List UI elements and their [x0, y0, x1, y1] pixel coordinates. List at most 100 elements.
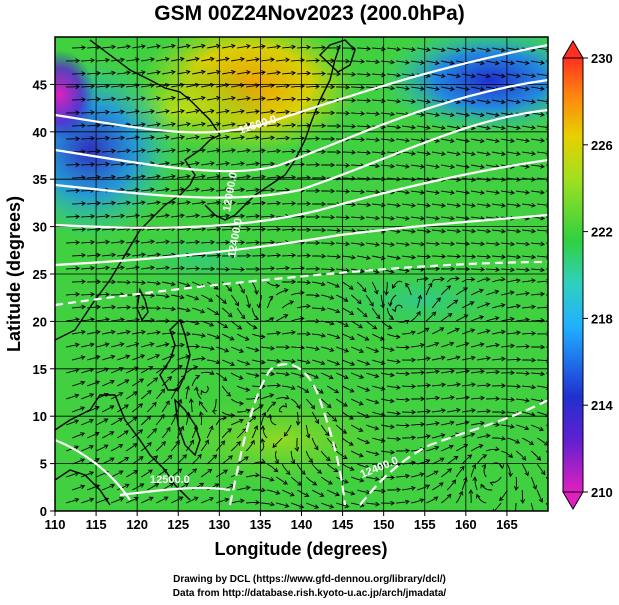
- streamline-segment: [456, 86, 469, 91]
- streamline-segment: [236, 385, 250, 391]
- streamline-segment: [456, 112, 469, 116]
- streamline-arrowhead: [516, 384, 521, 389]
- streamline-segment: [441, 138, 454, 142]
- streamline-segment: [66, 164, 80, 166]
- streamline-arrowhead: [105, 317, 110, 323]
- streamline-segment: [492, 278, 505, 283]
- streamline-segment: [447, 151, 460, 155]
- streamline-segment: [426, 370, 440, 374]
- streamline-arrowhead: [405, 499, 410, 505]
- streamline-arrowhead: [227, 428, 233, 433]
- streamline-arrowhead: [366, 202, 372, 208]
- streamline-arrowhead: [375, 314, 381, 320]
- y-tick-label: 10: [33, 409, 47, 424]
- streamline-segment: [490, 476, 502, 484]
- streamline-arrowhead: [525, 267, 531, 273]
- streamline-segment: [116, 457, 129, 465]
- streamline-segment: [72, 176, 86, 179]
- streamline-arrowhead: [223, 323, 229, 329]
- streamline-segment: [531, 60, 545, 64]
- streamline-arrowhead: [188, 398, 194, 403]
- streamline-arrowhead: [230, 43, 236, 49]
- streamline-arrowhead: [350, 490, 356, 496]
- streamline-segment: [381, 164, 395, 167]
- streamline-segment: [297, 359, 310, 364]
- streamline-segment: [447, 229, 461, 232]
- streamline-arrowhead: [465, 190, 470, 195]
- streamline-arrowhead: [345, 58, 351, 64]
- streamline-segment: [281, 463, 291, 475]
- streamline-arrowhead: [314, 346, 320, 351]
- streamline-segment: [267, 228, 281, 231]
- streamline-segment: [237, 175, 251, 179]
- streamline-segment: [306, 112, 320, 114]
- streamline-segment: [441, 164, 455, 168]
- streamline-segment: [446, 479, 456, 491]
- streamline-segment: [417, 459, 430, 465]
- streamline-arrowhead: [411, 99, 416, 104]
- streamline-segment: [492, 255, 506, 258]
- streamline-arrowhead: [335, 334, 341, 340]
- streamline-arrowhead: [540, 138, 545, 143]
- streamline-segment: [477, 278, 490, 283]
- streamline-segment: [102, 355, 115, 361]
- streamline-segment: [261, 476, 274, 482]
- streamline-segment: [507, 177, 521, 181]
- streamline-segment: [96, 343, 109, 348]
- streamline-segment: [417, 357, 431, 361]
- streamline-arrowhead: [289, 300, 295, 305]
- streamline-arrowhead: [478, 443, 484, 449]
- streamline-arrowhead: [509, 290, 515, 296]
- streamline-segment: [221, 428, 232, 439]
- streamline-arrowhead: [89, 497, 95, 503]
- streamline-arrowhead: [201, 226, 207, 232]
- streamline-arrowhead: [449, 86, 455, 92]
- streamline-arrowhead: [405, 85, 410, 91]
- streamline-arrowhead: [300, 135, 306, 141]
- streamline-arrowhead: [208, 297, 214, 302]
- streamline-arrowhead: [261, 253, 266, 259]
- streamline-arrowhead: [379, 336, 385, 341]
- streamline-segment: [402, 331, 416, 335]
- streamline-arrowhead: [210, 161, 215, 166]
- streamline-arrowhead: [124, 457, 130, 462]
- streamline-segment: [283, 424, 292, 437]
- streamline-segment: [381, 424, 395, 428]
- streamline-segment: [282, 176, 296, 179]
- streamline-arrowhead: [435, 369, 440, 375]
- streamline-arrowhead: [165, 109, 170, 114]
- streamline-segment: [222, 228, 236, 231]
- streamline-arrowhead: [118, 417, 124, 423]
- streamline-segment: [351, 502, 364, 507]
- streamline-arrowhead: [464, 420, 470, 426]
- streamline-segment: [402, 99, 416, 103]
- streamline-arrowhead: [434, 112, 440, 118]
- streamline-arrowhead: [276, 122, 282, 128]
- streamline-segment: [381, 60, 395, 63]
- streamline-segment: [387, 385, 401, 389]
- streamline-arrowhead: [238, 375, 244, 380]
- streamline-segment: [72, 306, 86, 309]
- streamline-segment: [147, 97, 161, 101]
- streamline-arrowhead: [75, 291, 80, 297]
- streamline-segment: [147, 123, 161, 127]
- streamline-segment: [252, 489, 266, 492]
- streamline-segment: [357, 99, 371, 102]
- streamline-segment: [447, 356, 460, 361]
- streamline-segment: [162, 123, 176, 127]
- streamline-segment: [185, 468, 197, 478]
- x-axis: 110 115 120 125 130 135 140 145 150 155 160 165: [45, 511, 518, 532]
- streamline-segment: [381, 476, 395, 478]
- streamline-arrowhead: [315, 58, 320, 63]
- streamline-arrowhead: [540, 470, 546, 476]
- streamline-arrowhead: [450, 395, 455, 401]
- streamline-arrowhead: [501, 177, 506, 182]
- streamline-segment: [102, 254, 116, 257]
- streamline-arrowhead: [375, 215, 381, 221]
- streamline-arrowhead: [525, 86, 530, 92]
- streamline-arrowhead: [531, 202, 536, 208]
- streamline-arrowhead: [349, 415, 354, 420]
- streamline-arrowhead: [479, 112, 485, 118]
- streamline-arrowhead: [215, 359, 221, 365]
- streamline-segment: [387, 489, 401, 491]
